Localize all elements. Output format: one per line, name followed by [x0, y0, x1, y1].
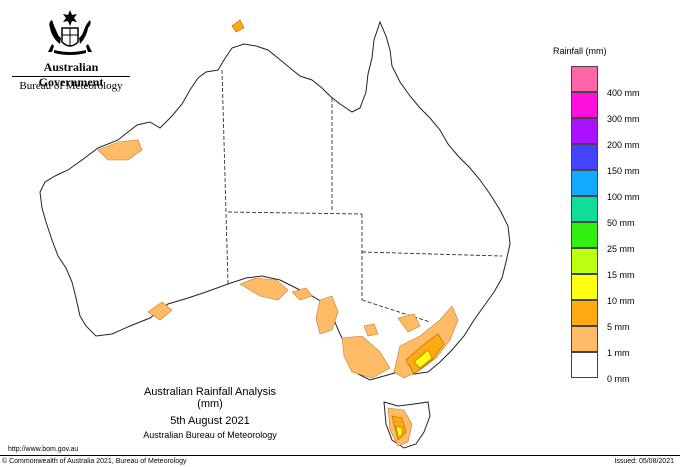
mainland-outline — [39, 20, 511, 381]
rainfall-area-light — [341, 335, 391, 379]
website-link[interactable]: http://www.bom.gov.au — [8, 446, 79, 453]
legend-label: 150 mm — [607, 166, 640, 176]
legend-label: 300 mm — [607, 114, 640, 124]
rainfall-area-heavy — [395, 425, 403, 437]
legend-label: 100 mm — [607, 192, 640, 202]
rainfall-area-light — [291, 287, 313, 301]
issued-date: Issued: 05/08/2021 — [614, 458, 674, 465]
government-logo — [8, 8, 132, 96]
rainfall-area-light — [239, 277, 289, 301]
rainfall-area-light — [97, 139, 143, 161]
legend-swatch — [571, 144, 598, 170]
legend-label: 400 mm — [607, 88, 640, 98]
legend-label: 5 mm — [607, 322, 630, 332]
legend-swatch — [571, 248, 598, 274]
legend-swatch — [571, 222, 598, 248]
legend-label: 1 mm — [607, 348, 630, 358]
legend-label: 0 mm — [607, 374, 630, 384]
legend-swatch — [571, 196, 598, 222]
legend-label: 15 mm — [607, 270, 635, 280]
legend-swatch — [571, 66, 598, 92]
map-date: 5th August 2021 — [170, 415, 250, 427]
legend-label: 25 mm — [607, 244, 635, 254]
legend-label: 50 mm — [607, 218, 635, 228]
legend-label: 200 mm — [607, 140, 640, 150]
footer-divider — [0, 455, 680, 456]
rainfall-areas — [97, 19, 459, 447]
legend-label: 10 mm — [607, 296, 635, 306]
map-caption: Australian Rainfall Analysis (mm) 5th Au… — [130, 386, 290, 440]
state-borders — [221, 69, 503, 323]
legend-swatch — [571, 326, 598, 352]
header-divider — [12, 76, 130, 77]
legend-swatch — [571, 352, 598, 378]
map-title: Australian Rainfall Analysis (mm) — [143, 386, 277, 410]
rainfall-area-light — [315, 295, 339, 335]
copyright-text: © Commonwealth of Australia 2021, Bureau… — [2, 458, 187, 465]
rainfall-area-light — [147, 301, 173, 321]
legend-swatch — [571, 274, 598, 300]
legend-swatch — [571, 300, 598, 326]
legend-title: Rainfall (mm) — [553, 46, 607, 56]
coat-of-arms-icon — [48, 10, 92, 55]
rainfall-area-light — [397, 313, 421, 333]
map-source: Australian Bureau of Meteorology — [143, 430, 277, 440]
government-name: Australian Government — [38, 60, 104, 89]
rainfall-area-moderate — [231, 19, 245, 33]
rainfall-area-light — [363, 323, 379, 337]
legend-swatch — [571, 92, 598, 118]
rainfall-area-heavy — [413, 349, 433, 369]
legend-swatch — [571, 118, 598, 144]
legend-swatch — [571, 170, 598, 196]
bureau-name: Bureau of Meteorology — [19, 80, 123, 92]
